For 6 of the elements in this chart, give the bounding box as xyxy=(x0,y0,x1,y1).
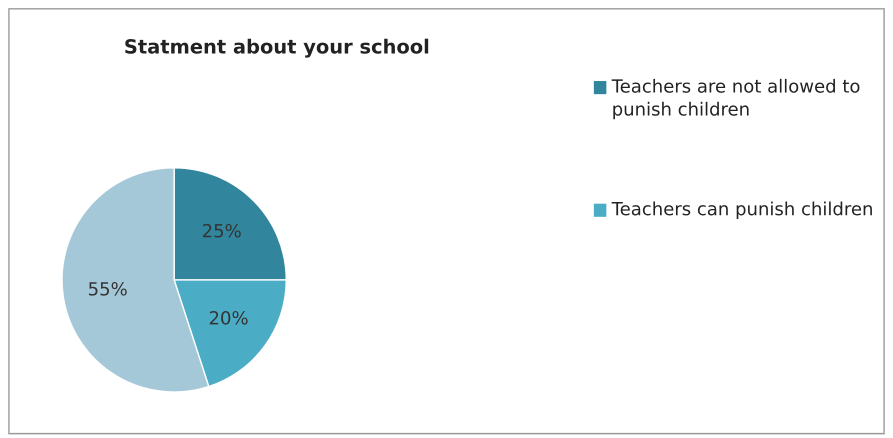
data-label: 25% xyxy=(202,224,241,238)
legend-label: Teachers can punish children xyxy=(612,201,872,219)
chart-title: Statment about your school xyxy=(125,38,428,58)
data-label: 55% xyxy=(89,282,127,296)
legend-label: Teachers are not allowed to punish children xyxy=(612,78,860,120)
data-label: 20% xyxy=(210,311,248,325)
